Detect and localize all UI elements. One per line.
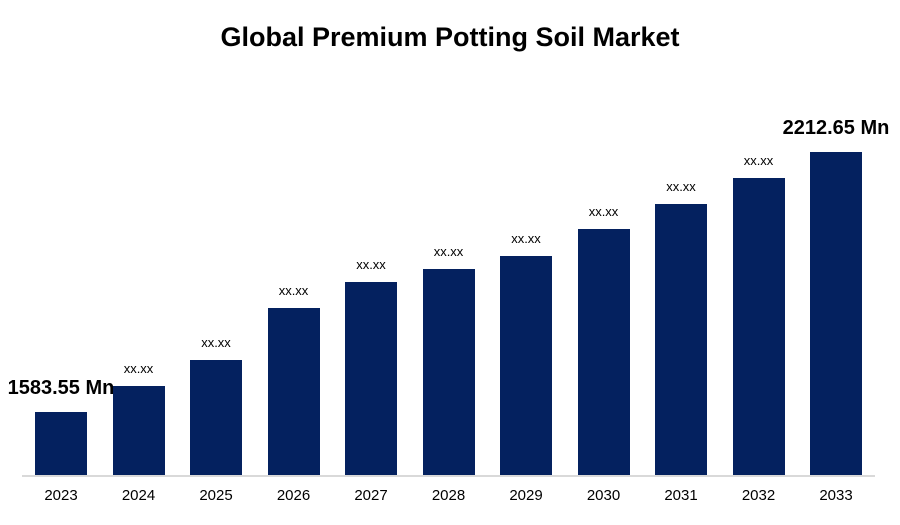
bar-value-label-2028: xx.xx (433, 244, 464, 259)
x-axis-tick-label-2026: 2026 (276, 487, 311, 504)
x-axis-tick-label-2028: 2028 (431, 487, 466, 504)
bar-2030 (577, 229, 630, 475)
x-axis-tick-label-2033: 2033 (819, 487, 853, 504)
bar-value-label-2030: xx.xx (588, 204, 619, 219)
bar-2032 (732, 178, 785, 475)
x-axis-tick-label-2027: 2027 (354, 487, 388, 504)
bar-2033 (810, 152, 862, 475)
bar-2023 (35, 412, 87, 475)
x-axis-tick-label-2030: 2030 (586, 487, 621, 504)
bar-value-label-2033: 2212.65 Mn (782, 117, 890, 139)
x-axis-line (22, 475, 875, 477)
bar-value-label-2023: 1583.55 Mn (7, 377, 115, 399)
bar-value-label-2032: xx.xx (743, 153, 774, 168)
bar-2028 (422, 269, 475, 475)
bar-value-label-2029: xx.xx (511, 231, 541, 246)
bar-value-label-2025: xx.xx (201, 335, 231, 350)
bar-value-label-2031: xx.xx (666, 179, 696, 194)
bar-value-label-2024: xx.xx (123, 361, 154, 376)
x-axis-tick-label-2029: 2029 (509, 487, 543, 504)
chart-title: Global Premium Potting Soil Market (220, 22, 680, 52)
x-axis-tick-label-2023: 2023 (44, 487, 78, 504)
bar-2029 (500, 256, 552, 475)
bar-value-label-2027: xx.xx (356, 257, 386, 272)
x-axis-tick-label-2032: 2032 (741, 487, 776, 504)
bar-value-label-2026: xx.xx (278, 283, 309, 298)
bar-2031 (655, 204, 707, 475)
x-axis-tick-label-2031: 2031 (664, 487, 698, 504)
bar-2026 (267, 308, 320, 475)
bar-2025 (190, 360, 242, 475)
bar-2024 (112, 386, 165, 475)
bar-2027 (345, 282, 397, 475)
x-axis-tick-label-2025: 2025 (199, 487, 233, 504)
x-axis-tick-label-2024: 2024 (121, 487, 156, 504)
